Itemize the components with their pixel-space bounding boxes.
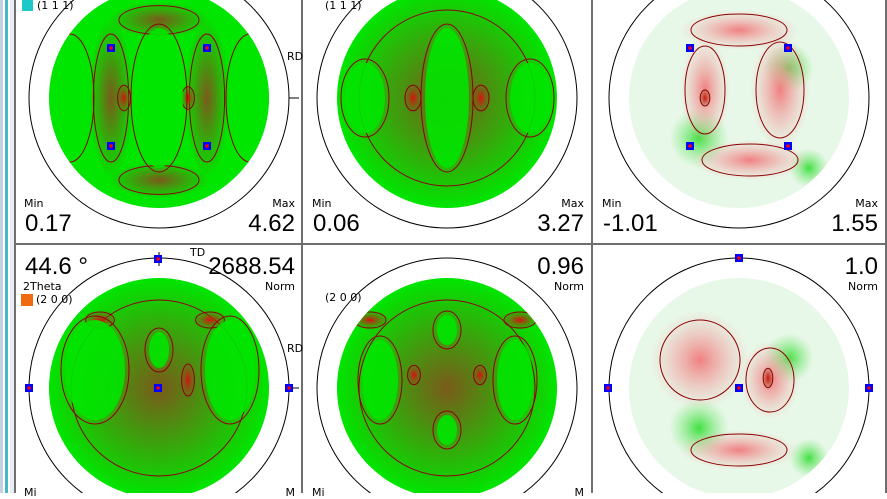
min-value: -1.01 — [603, 210, 658, 237]
pole-marker-dot — [867, 386, 871, 390]
pole-marker-dot — [786, 46, 790, 50]
max-label: Max — [272, 197, 295, 210]
pole-marker-dot — [156, 386, 160, 390]
pole-marker-dot — [688, 144, 692, 148]
pole-marker-dot — [287, 386, 291, 390]
row-divider — [15, 243, 887, 245]
pole-marker-dot — [606, 386, 610, 390]
pole-marker-dot — [737, 386, 741, 390]
pole-figure-outline — [608, 0, 870, 229]
max-label: M — [574, 486, 585, 499]
max-label: Max — [561, 197, 584, 210]
min-label: Min — [24, 197, 44, 210]
pole-figure-intensity-map — [49, 0, 269, 208]
pole-marker-dot — [205, 46, 209, 50]
reflection-color-swatch — [21, 294, 33, 306]
max-label: Max — [855, 197, 878, 210]
norm-value: 1.0 — [844, 253, 878, 280]
reflection-label: (1 1 1) — [37, 0, 74, 12]
reflection-color-swatch — [22, 0, 33, 11]
left-edge-stripe — [0, 0, 3, 493]
rd-axis-label: RD — [287, 342, 304, 355]
max-label: M — [285, 486, 296, 499]
pole-figure-intensity-map — [337, 278, 557, 493]
pole-marker-dot — [688, 46, 692, 50]
two-theta-value: 44.6 ° — [25, 253, 88, 280]
panel-divider — [885, 0, 887, 493]
pole-figure-intensity-map — [629, 0, 849, 208]
pole-marker-dot — [109, 144, 113, 148]
pole-figure-outline — [316, 0, 578, 229]
panel-divider — [14, 0, 16, 493]
td-axis-label: TD — [190, 246, 206, 259]
reflection-label: (1 1 1) — [325, 0, 362, 12]
panel-divider — [591, 0, 593, 493]
pole-marker-dot — [27, 386, 31, 390]
max-value: 4.62 — [248, 210, 295, 237]
left-edge-stripe — [5, 0, 8, 493]
pole-marker-dot — [786, 144, 790, 148]
two-theta-label: 2Theta — [23, 280, 62, 293]
min-value: 0.06 — [313, 210, 360, 237]
norm-value: 0.96 — [537, 253, 584, 280]
pole-marker-dot — [205, 144, 209, 148]
pole-marker-dot — [156, 257, 160, 261]
pole-figure-intensity-map — [629, 278, 849, 493]
pole-figure-outline — [316, 257, 578, 493]
reflection-label: (2 0 0) — [36, 293, 73, 306]
max-value: 1.55 — [831, 210, 878, 237]
norm-label: Norm — [553, 280, 584, 293]
min-value: 0.17 — [25, 210, 72, 237]
norm-label: Norm — [264, 280, 295, 293]
min-label: Mi — [24, 486, 37, 499]
pole-marker-dot — [109, 46, 113, 50]
reflection-label: (2 0 0) — [325, 291, 362, 304]
min-label: Mi — [312, 486, 325, 499]
left-edge-stripe — [10, 0, 15, 493]
min-label: Min — [312, 197, 332, 210]
max-value: 3.27 — [537, 210, 584, 237]
pole-marker-dot — [737, 256, 741, 260]
norm-value: 2688.54 — [208, 253, 295, 280]
rd-axis-label: RD — [287, 50, 304, 63]
pole-figure-intensity-map — [337, 0, 557, 208]
min-label: Min — [602, 197, 622, 210]
norm-label: Norm — [847, 280, 878, 293]
panel-divider — [301, 0, 303, 493]
